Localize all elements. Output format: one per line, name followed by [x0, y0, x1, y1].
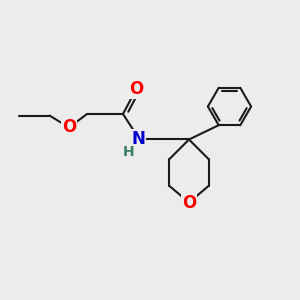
Text: H: H — [122, 145, 134, 159]
Text: O: O — [62, 118, 76, 136]
Text: O: O — [182, 194, 196, 211]
Text: O: O — [129, 80, 144, 98]
Text: N: N — [131, 130, 145, 148]
